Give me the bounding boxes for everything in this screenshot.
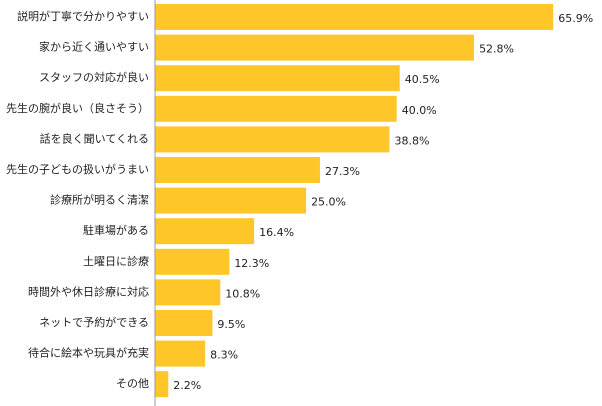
category-label: 駐車場がある (83, 223, 149, 237)
category-label: 待合に絵本や玩具が充実 (28, 346, 149, 360)
category-label: 先生の腕が良い（良さそう） (6, 101, 149, 115)
bar (155, 126, 390, 153)
value-label: 27.3% (325, 165, 360, 178)
bar (155, 157, 320, 183)
bar (155, 34, 475, 61)
category-label: その他 (116, 377, 149, 390)
value-label: 8.3% (210, 349, 238, 362)
bar (155, 279, 221, 306)
value-label: 25.0% (311, 196, 346, 209)
bar (155, 218, 255, 245)
bar (155, 187, 307, 214)
category-label: 先生の子どもの扱いがうまい (6, 162, 149, 176)
value-label: 12.3% (234, 257, 269, 270)
bar (155, 340, 206, 367)
value-label: 9.5% (217, 318, 245, 331)
bar (155, 310, 213, 336)
value-label: 16.4% (259, 226, 294, 239)
bar (155, 95, 397, 122)
value-label: 52.8% (479, 43, 514, 56)
category-label: 時間外や休日診療に対応 (28, 284, 149, 298)
category-label: 診療所が明るく清潔 (50, 193, 149, 207)
category-label: 土曜日に診療 (83, 254, 149, 268)
bars-layer: 説明が丁寧で分かりやすい 65.9% 家から近く通いやすい 52.8% スタッフの対応が… (6, 4, 593, 398)
bar (155, 4, 554, 30)
value-label: 2.2% (173, 379, 201, 392)
category-label: スタッフの対応が良い (39, 70, 149, 84)
value-label: 65.9% (558, 12, 593, 25)
category-label: 説明が丁寧で分かりやすい (17, 9, 149, 23)
value-label: 38.8% (394, 134, 429, 147)
bar (155, 248, 230, 275)
value-label: 40.5% (405, 73, 440, 86)
category-label: ネットで予約ができる (39, 315, 149, 329)
value-label: 10.8% (225, 287, 260, 300)
value-label: 40.0% (402, 104, 437, 117)
bar (155, 65, 400, 92)
category-label: 家から近く通いやすい (39, 40, 149, 54)
category-label: 話を良く聞いてくれる (40, 131, 149, 145)
bar (155, 371, 169, 398)
